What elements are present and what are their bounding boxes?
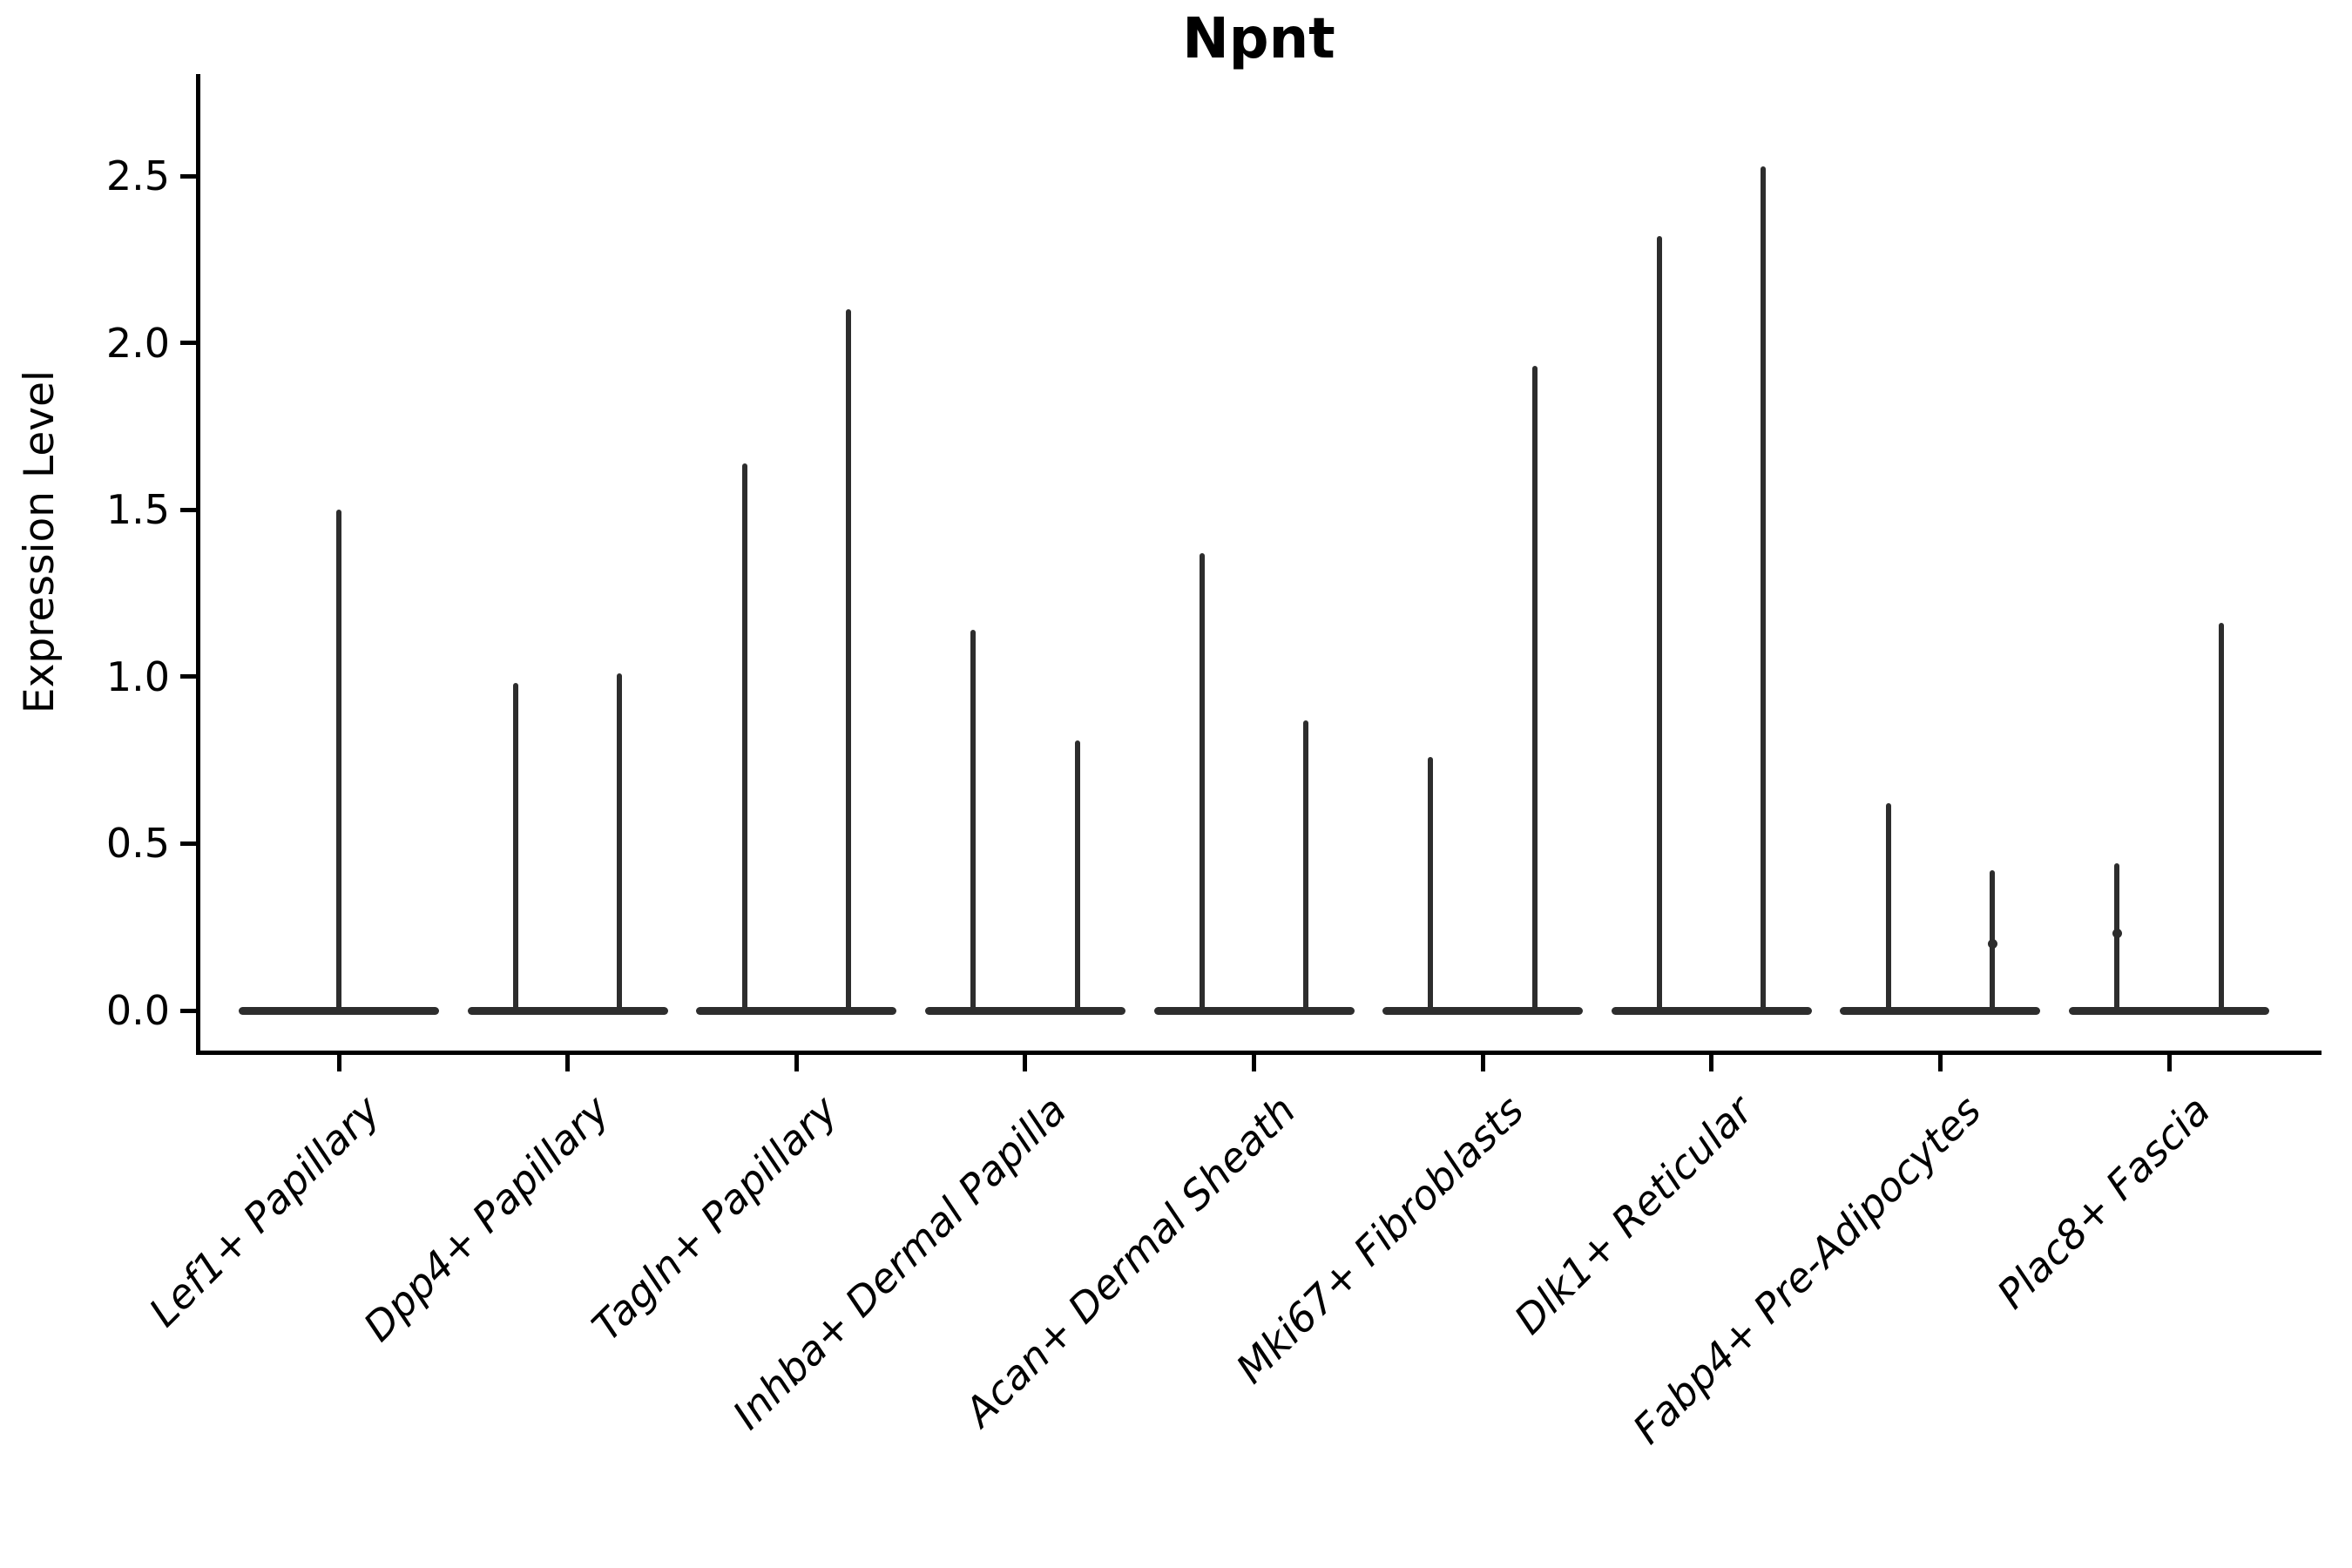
x-tick-label: Mki67+ Fibroblasts: [1227, 1086, 1533, 1393]
violin-base: [1382, 1006, 1584, 1015]
violin-spike: [845, 309, 851, 1010]
x-tick-label: Fabp4+ Pre-Adipocytes: [1624, 1086, 1990, 1453]
violin-base: [924, 1006, 1125, 1015]
y-tick-label: 0.0: [105, 987, 170, 1034]
x-tick: [1709, 1052, 1714, 1071]
x-tick: [1252, 1052, 1257, 1071]
x-tick: [565, 1052, 571, 1071]
violin-spike: [1657, 235, 1663, 1010]
x-tick: [1480, 1052, 1485, 1071]
x-tick-label: Inhba+ Dermal Papilla: [723, 1086, 1076, 1439]
x-axis-line: [196, 1051, 2322, 1055]
violin-spike: [336, 510, 341, 1010]
violin-base: [1840, 1006, 2041, 1015]
violin-spike: [1199, 553, 1205, 1010]
y-tick: [180, 507, 198, 512]
violin-spike: [1761, 166, 1767, 1010]
y-tick-label: 2.0: [105, 319, 170, 367]
x-tick: [1937, 1052, 1943, 1071]
y-tick-label: 1.5: [105, 486, 170, 534]
violin-base: [696, 1006, 897, 1015]
x-tick: [2166, 1052, 2172, 1071]
y-tick-label: 2.5: [105, 152, 170, 199]
violin-knot: [1987, 938, 1997, 949]
violin-base: [239, 1006, 439, 1015]
violin-spike: [1885, 803, 1891, 1010]
y-axis-line: [196, 74, 200, 1055]
violin-spike: [2218, 623, 2224, 1010]
violin-base: [467, 1006, 668, 1015]
violin-spike: [617, 672, 623, 1010]
violin-knot: [2112, 929, 2122, 939]
violin-base: [1611, 1006, 1812, 1015]
x-tick: [336, 1052, 341, 1071]
violin-spike: [1531, 366, 1538, 1010]
y-tick: [180, 341, 198, 346]
violin-base: [2069, 1006, 2270, 1015]
y-tick-label: 0.5: [105, 820, 170, 868]
x-tick-label: Dpp4+ Papillary: [354, 1086, 618, 1350]
y-tick-label: 1.0: [105, 652, 170, 700]
violin-spike: [1074, 740, 1080, 1010]
x-tick-label: Dlk1+ Reticular: [1504, 1086, 1762, 1343]
y-tick: [180, 674, 198, 679]
y-tick: [180, 1008, 198, 1013]
x-tick-label: Plac8+ Fascia: [1988, 1086, 2220, 1318]
chart-title: Npnt: [1182, 7, 1335, 71]
violin-spike: [512, 683, 518, 1010]
y-tick: [180, 841, 198, 846]
violin-spike: [1303, 720, 1309, 1010]
violin-spike: [970, 630, 977, 1010]
x-tick-label: Tagln+ Papillary: [583, 1086, 847, 1350]
x-tick: [1023, 1052, 1028, 1071]
x-tick: [794, 1052, 799, 1071]
x-tick-label: Acan+ Dermal Sheath: [955, 1086, 1304, 1436]
violin-spike: [741, 463, 747, 1010]
y-tick: [180, 173, 198, 179]
violin-spike: [1428, 756, 1434, 1010]
violin-base: [1153, 1006, 1355, 1015]
